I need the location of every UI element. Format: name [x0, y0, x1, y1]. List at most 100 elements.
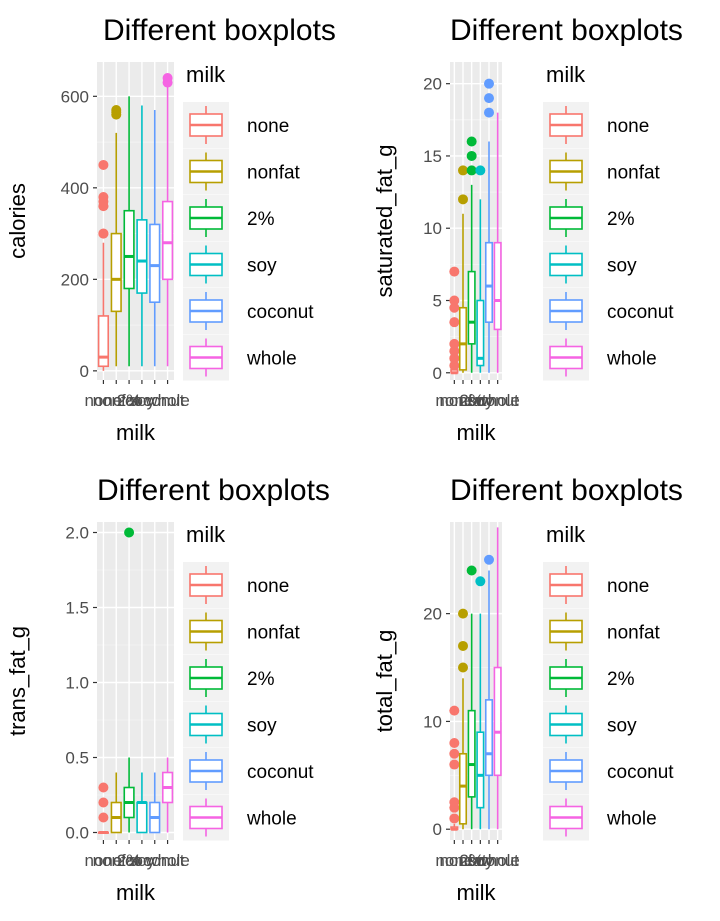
box-nonfat	[110, 105, 122, 367]
y-tick-label: 600	[61, 87, 89, 106]
outlier-point	[458, 194, 468, 205]
box-soy	[136, 105, 148, 367]
y-axis-title: total_fat_g	[372, 630, 397, 733]
box-2%	[123, 96, 135, 367]
outlier-point	[484, 78, 494, 89]
box-none	[449, 266, 460, 375]
y-axis-title: trans_fat_g	[5, 626, 30, 736]
box-iqr	[149, 223, 161, 304]
legend-item-none: none	[183, 102, 289, 148]
box-none	[97, 782, 110, 834]
panel-title: Different boxplots	[97, 474, 330, 507]
plot-background	[97, 522, 174, 840]
box-iqr	[161, 200, 174, 281]
legend-item-soy: soy	[543, 241, 637, 288]
legend-label: soy	[247, 716, 277, 737]
box-iqr	[467, 270, 476, 345]
legend-label: coconut	[247, 302, 314, 323]
legend-label: nonfat	[247, 623, 301, 644]
outlier-point	[484, 107, 494, 118]
box-2%	[466, 565, 477, 830]
outlier-point	[162, 73, 173, 84]
box-iqr	[467, 709, 476, 798]
box-iqr	[493, 241, 502, 331]
y-tick-label: 5	[433, 292, 442, 311]
legend-label: 2%	[247, 669, 275, 690]
legend-item-2%: 2%	[543, 195, 635, 241]
legend-label: none	[247, 576, 289, 597]
y-axis-title: calories	[5, 183, 30, 259]
legend-item-coconut: coconut	[543, 748, 674, 794]
box-iqr	[97, 315, 110, 368]
box-iqr	[110, 232, 122, 313]
x-tick-label: soy	[467, 391, 494, 410]
legend-item-whole: whole	[183, 794, 297, 841]
legend-title: milk	[546, 522, 586, 547]
legend-item-whole: whole	[183, 334, 297, 381]
outlier-point	[458, 640, 468, 651]
legend-label: whole	[606, 809, 657, 830]
x-tick-label: soy	[467, 851, 494, 870]
outlier-point	[449, 360, 460, 371]
legend-label: 2%	[607, 669, 635, 690]
legend-title: milk	[186, 522, 226, 547]
box-coconut	[484, 78, 494, 373]
x-axis-title: milk	[456, 420, 496, 445]
legend-item-whole: whole	[543, 794, 657, 841]
outlier-point	[98, 191, 109, 202]
legend-item-2%: 2%	[183, 195, 275, 241]
x-tick-label: soy	[129, 851, 156, 870]
legend-item-nonfat: nonfat	[543, 608, 661, 655]
y-tick-label: 1.5	[65, 599, 89, 618]
legend-label: nonfat	[607, 163, 661, 184]
legend-item-none: none	[543, 562, 649, 608]
y-tick-label: 200	[61, 270, 89, 289]
outlier-point	[124, 527, 135, 538]
legend-item-coconut: coconut	[183, 288, 314, 334]
box-coconut	[484, 554, 494, 830]
box-iqr	[493, 666, 502, 777]
legend-label: nonfat	[247, 163, 301, 184]
legend-item-2%: 2%	[183, 655, 275, 701]
outlier-point	[449, 295, 460, 306]
legend-label: coconut	[607, 302, 674, 323]
legend: milk none nonfat 2% soy coconut whole	[543, 62, 674, 381]
box-iqr	[476, 731, 485, 809]
panel-title: Different boxplots	[450, 474, 683, 507]
outlier-point	[458, 662, 468, 673]
x-tick-label: 2%	[117, 391, 142, 410]
x-axis-title: milk	[116, 880, 156, 905]
y-tick-label: 0.5	[65, 749, 89, 768]
outlier-point	[475, 165, 486, 176]
x-tick-label: nonfat	[439, 391, 487, 410]
x-tick-label: none	[435, 391, 473, 410]
y-tick-label: 2.0	[65, 524, 89, 543]
panel-title: Different boxplots	[103, 14, 336, 47]
box-whole	[161, 73, 174, 367]
box-iqr	[458, 306, 468, 371]
y-tick-label: 1.0	[65, 674, 89, 693]
box-iqr	[458, 752, 468, 825]
box-whole	[493, 527, 502, 830]
x-tick-label: coconut	[459, 391, 519, 410]
outlier-point	[98, 797, 109, 808]
legend-item-2%: 2%	[543, 655, 635, 701]
box-iqr	[123, 209, 135, 290]
legend-item-coconut: coconut	[183, 748, 314, 794]
box-iqr	[476, 299, 485, 367]
box-iqr	[136, 801, 148, 834]
box-whole	[493, 112, 502, 373]
box-none	[449, 705, 460, 831]
outlier-point	[466, 150, 477, 161]
outlier-point	[466, 565, 477, 576]
box-whole	[161, 757, 174, 833]
legend-item-nonfat: nonfat	[543, 148, 661, 195]
legend-label: soy	[247, 256, 277, 277]
legend-label: whole	[246, 809, 297, 830]
outlier-point	[475, 576, 486, 587]
x-tick-label: coconut	[125, 391, 185, 410]
legend-label: whole	[246, 349, 297, 370]
y-tick-label: 0.0	[65, 824, 89, 843]
legend-label: whole	[606, 349, 657, 370]
outlier-point	[449, 346, 460, 357]
